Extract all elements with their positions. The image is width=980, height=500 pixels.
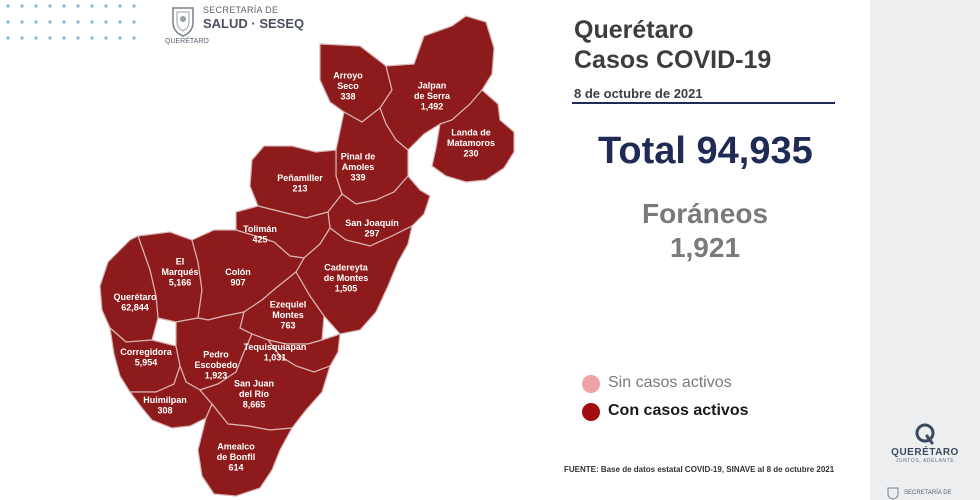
agency-line1: SECRETARÍA DE [203, 5, 279, 15]
municipality-cases: 297 [364, 228, 379, 238]
municipality-label-tequisquiapan: Tequisquiapan 1,031 [244, 342, 307, 363]
municipality-name-line: Cadereyta [324, 263, 369, 273]
legend-label-active: Con casos activos [608, 402, 749, 419]
agency-line2: SALUD · SESEQ [203, 16, 305, 31]
municipality-cases: 425 [252, 234, 267, 244]
municipality-label-san-joaquin: San Joaquín 297 [345, 218, 399, 239]
municipality-name-line: Matamoros [447, 138, 495, 148]
foraneos-label: Foráneos [641, 198, 769, 229]
queretaro-brand-logo: QUERÉTARO JUNTOS, ADELANTE [885, 422, 965, 464]
municipality-name-line: de Bonfil [217, 452, 256, 462]
municipality-cases: 5,166 [169, 278, 192, 288]
municipality-name-line: de Montes [324, 273, 369, 283]
bottom-agency-text: SECRETARÍA DE [904, 490, 952, 496]
municipality-name-line: Pedro [203, 350, 229, 360]
municipality-name-line: Escobedo [194, 360, 238, 370]
municipality-name-line: Tequisquiapan [244, 342, 307, 352]
q-logo-icon [915, 423, 935, 445]
municipality-cases: 308 [157, 405, 172, 415]
municipality-landa-de-matamoros [431, 89, 515, 183]
municipality-name-line: El [176, 257, 185, 267]
municipality-name-line: Landa de [451, 128, 491, 138]
municipality-cases: 1,031 [264, 352, 287, 362]
municipality-cases: 1,923 [205, 371, 228, 381]
municipality-label-pedro-escobedo: Pedro Escobedo 1,923 [194, 350, 238, 381]
dot-grid-decoration [6, 4, 136, 40]
municipality-cases: 230 [463, 149, 478, 159]
municipality-name-line: Peñamiller [277, 173, 323, 183]
municipality-cases: 213 [292, 183, 307, 193]
municipality-name-line: Amoles [342, 162, 375, 172]
municipality-label-ezequiel-montes: Ezequiel Montes 763 [270, 300, 307, 331]
municipality-label-amealco-de-bonfil: Amealco de Bonfil 614 [217, 442, 256, 473]
municipality-name-line: Tolimán [243, 224, 277, 234]
queretaro-map: Arroyo Seco 338 Jalpan de Serra 1,492 Landa de… [99, 15, 515, 497]
brand-name: QUERÉTARO [891, 447, 959, 458]
municipality-label-san-juan-del-rio: San Juan del Río 8,665 [234, 379, 274, 410]
municipality-cases: 763 [280, 321, 295, 331]
municipality-cases: 338 [340, 92, 355, 102]
municipality-name-line: Seco [337, 81, 359, 91]
municipality-name-line: Querétaro [113, 292, 157, 302]
municipality-cases: 1,492 [421, 102, 444, 112]
total-value: 94,935 [696, 130, 813, 172]
legend-label-inactive: Sin casos activos [608, 374, 732, 391]
municipality-label-pinal-de-amoles: Pinal de Amoles 339 [341, 152, 376, 183]
municipality-label-arroyo-seco: Arroyo Seco 338 [333, 71, 363, 102]
municipality-cases: 339 [350, 173, 365, 183]
municipality-name-line: Ezequiel [270, 300, 307, 310]
municipality-cases: 8,665 [243, 400, 266, 410]
municipality-cases: 907 [230, 277, 245, 287]
municipality-name-line: Arroyo [333, 71, 363, 81]
municipality-name-line: Jalpan [418, 81, 447, 91]
municipality-name-line: Corregidora [120, 347, 173, 357]
brand-tagline: JUNTOS, ADELANTE [895, 458, 955, 464]
sidebar-panel [870, 0, 980, 500]
municipality-label-landa-de-matamoros: Landa de Matamoros 230 [447, 128, 495, 159]
source-note: FUENTE: Base de datos estatal COVID-19, … [564, 465, 835, 474]
municipality-cases: 5,954 [135, 357, 158, 367]
municipality-label-jalpan-de-serra: Jalpan de Serra 1,492 [414, 81, 451, 112]
municipality-name-line: Amealco [217, 442, 255, 452]
total-cases: Total 94,935 [598, 130, 813, 173]
page-subtitle: Casos COVID-19 [574, 46, 772, 74]
municipality-name-line: Pinal de [341, 152, 376, 162]
municipality-label-toliman: Tolimán 425 [243, 224, 277, 245]
total-label: Total [598, 130, 686, 172]
title-divider [572, 102, 835, 104]
agency-line3: QUERÉTARO [165, 38, 209, 45]
municipality-amealco-de-bonfil [197, 402, 294, 497]
municipality-name-line: San Joaquín [345, 218, 399, 228]
municipality-label-huimilpan: Huimilpan 308 [143, 395, 187, 416]
report-date: 8 de octubre de 2021 [574, 86, 703, 101]
municipality-name-line: del Río [239, 389, 270, 399]
legend-swatch-inactive [582, 375, 600, 393]
municipality-cases: 1,505 [335, 284, 358, 294]
municipality-label-el-marques: El Marqués 5,166 [161, 257, 198, 288]
municipality-label-queretaro: Querétaro 62,844 [113, 292, 157, 313]
foraneos-value: 1,921 [669, 232, 741, 263]
municipality-name-line: Huimilpan [143, 395, 187, 405]
municipality-name-line: de Serra [414, 91, 451, 101]
municipality-label-corregidora: Corregidora 5,954 [120, 347, 173, 368]
small-seal-icon [887, 487, 899, 500]
municipality-label-cadereyta-de-montes: Cadereyta de Montes 1,505 [324, 263, 369, 294]
municipality-cases: 62,844 [121, 302, 149, 312]
municipality-queretaro [99, 235, 159, 343]
municipality-name-line: Colón [225, 267, 251, 277]
municipality-name-line: Marqués [161, 267, 198, 277]
municipality-cases: 614 [228, 463, 243, 473]
municipality-name-line: Montes [272, 310, 304, 320]
municipality-label-colon: Colón 907 [225, 267, 251, 288]
legend-swatch-active [582, 403, 600, 421]
municipality-label-penamiller: Peñamiller 213 [277, 173, 323, 194]
page-title: Querétaro [574, 16, 694, 44]
municipality-name-line: San Juan [234, 379, 274, 389]
state-seal-icon [172, 7, 194, 37]
